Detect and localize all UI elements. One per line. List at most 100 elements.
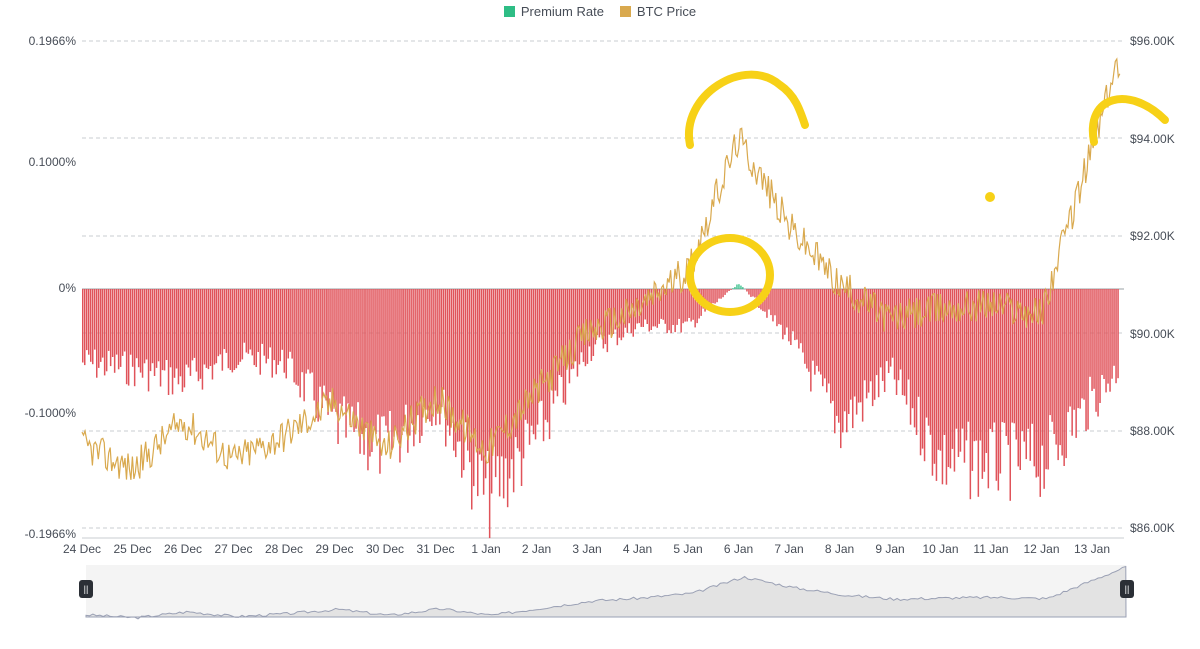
premium-bar [616,289,619,346]
premium-bar [465,289,467,423]
premium-bar [1075,289,1077,438]
premium-bar [175,289,178,369]
premium-bar [943,289,946,435]
premium-bar [770,289,772,316]
x-tick-label: 30 Dec [365,542,405,556]
premium-bar [469,289,471,463]
premium-bar [682,289,684,324]
premium-bar [413,289,415,447]
premium-bar [157,289,160,362]
premium-bar [554,289,557,391]
premium-bar [552,289,555,404]
premium-bar [353,289,355,432]
premium-bar [981,289,984,479]
premium-bar [522,289,525,459]
premium-bar [574,289,577,362]
premium-bar [1033,289,1035,467]
x-tick-label: 7 Jan [774,542,804,556]
x-tick-label: 26 Dec [163,542,203,556]
premium-bar [903,289,906,396]
premium-bar [193,289,196,358]
premium-bar [373,289,375,427]
price-swatch [619,6,631,17]
premium-bar [488,289,491,539]
x-tick-label: 6 Jan [723,542,754,556]
premium-bar [790,289,792,345]
x-tick-label: 24 Dec [62,542,102,556]
premium-bar [871,289,874,407]
premium-bar [881,289,884,381]
premium-bar [215,289,218,364]
premium-bar [221,289,224,371]
premium-bar [195,289,198,372]
premium-bar [752,289,754,297]
premium-bar [686,289,688,322]
premium-bar [538,289,541,402]
premium-bar [957,289,960,457]
premium-bar [602,289,605,349]
premium-bar [959,289,962,452]
premium-bar [542,289,545,442]
premium-bar [113,289,116,373]
premium-bar [1085,289,1087,431]
premium-bar [149,289,152,372]
premium-bar [433,289,435,405]
premium-bar [879,289,882,368]
premium-bar [243,289,246,343]
premium-bar [947,289,950,467]
premium-bar [883,289,886,392]
premium-bar [233,289,236,370]
premium-bar [911,289,914,409]
premium-bar [449,289,451,436]
premium-bar [98,289,100,368]
premium-bar [1039,289,1041,497]
premium-bar [1089,289,1091,377]
legend-item-premium[interactable]: Premium Rate [503,4,604,19]
premium-bar [463,289,465,471]
premium-bar [706,289,708,307]
right-tick-label: $94.00K [1130,132,1175,146]
premium-bar [361,289,363,434]
premium-bar [610,289,613,336]
premium-bar [291,289,293,359]
navigator-left-handle[interactable]: || [79,580,93,598]
premium-bar [143,289,146,364]
premium-bar [205,289,208,368]
x-tick-label: 8 Jan [824,542,855,556]
premium-bar [1071,289,1073,436]
premium-bar [235,289,238,369]
premium-bar [477,289,479,497]
premium-bar [680,289,682,333]
premium-bar [784,289,786,335]
premium-bar [247,289,250,354]
premium-bar [636,289,638,324]
premium-bar [644,289,646,320]
premium-bar [622,289,625,338]
premium-bar [1111,289,1113,379]
premium-bar [814,289,816,375]
premium-bar [857,289,860,403]
premium-bar [518,289,521,452]
premium-bar [971,289,974,471]
premium-bar [227,289,230,369]
premium-bar [530,289,533,426]
premium-bar [887,289,890,373]
premium-bar [588,289,591,347]
premium-bar [86,289,88,351]
premium-bar [927,289,930,426]
premium-bar [1095,289,1097,412]
legend-item-price[interactable]: BTC Price [619,4,696,19]
premium-bar [377,289,379,415]
premium-bar [237,289,240,365]
premium-bar [94,289,96,350]
premium-bar [696,289,698,324]
premium-bar [1083,289,1085,400]
premium-bar [808,289,810,372]
premium-bar [105,289,108,372]
premium-bar [598,289,601,338]
premium-bar [135,289,138,359]
navigator-right-handle[interactable]: || [1120,580,1134,598]
premium-bar [1059,289,1061,446]
premium-bar [271,289,273,378]
